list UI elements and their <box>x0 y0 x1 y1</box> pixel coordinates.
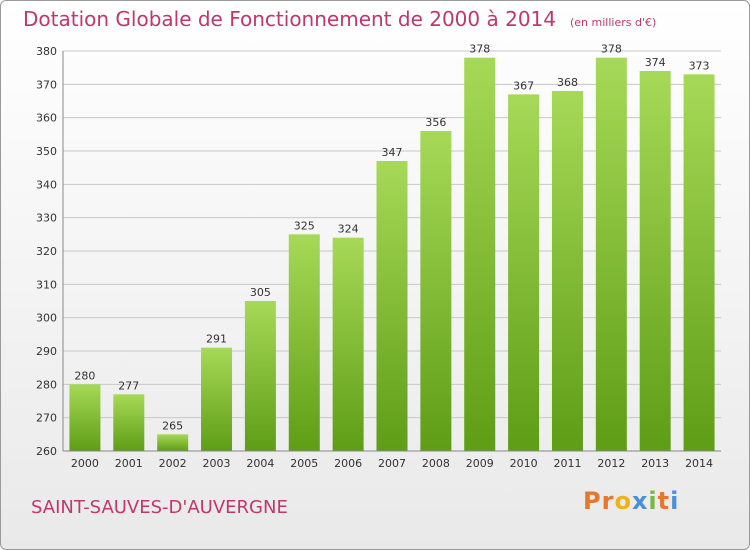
bar-2010 <box>508 94 540 451</box>
data-label: 367 <box>513 79 534 92</box>
bar-2002 <box>157 434 189 451</box>
bar-2005 <box>288 234 320 451</box>
x-tick-labels: 2000 2001 2002 2003 2004 2005 2006 2007 2008 2009… <box>71 457 713 470</box>
bar-2014 <box>683 74 715 451</box>
data-label: 368 <box>557 76 578 89</box>
data-label: 265 <box>162 419 183 432</box>
bar-2008 <box>420 131 452 451</box>
title-text: Dotation Globale de Fonctionnement de 20… <box>23 7 556 31</box>
x-tick-label: 2010 <box>510 457 538 470</box>
x-tick-label: 2002 <box>159 457 187 470</box>
unit-label: (en milliers d'€) <box>570 16 657 29</box>
x-tick-label: 2000 <box>71 457 99 470</box>
bar-2003 <box>201 347 233 451</box>
logo-letter: x <box>631 487 649 515</box>
data-label: 374 <box>645 56 666 69</box>
logo-letter: t <box>657 487 671 515</box>
bar-2000 <box>69 384 101 451</box>
x-tick-label: 2007 <box>378 457 406 470</box>
data-label: 291 <box>206 333 227 346</box>
y-tick-label: 270 <box>36 412 57 425</box>
bar-2007 <box>376 161 408 451</box>
y-tick-label: 330 <box>36 212 57 225</box>
y-tick-label: 380 <box>36 45 57 58</box>
y-tick-label: 320 <box>36 245 57 258</box>
logo-letter: i <box>670 487 680 515</box>
x-tick-label: 2014 <box>685 457 713 470</box>
data-label: 356 <box>425 116 446 129</box>
logo-letter: i <box>648 487 658 515</box>
bar-2006 <box>332 237 364 451</box>
axes <box>62 51 721 452</box>
bar-2001 <box>113 394 145 451</box>
place-name: SAINT-SAUVES-D'AUVERGNE <box>31 497 288 518</box>
logo-letter: o <box>614 487 632 515</box>
data-label: 277 <box>118 379 139 392</box>
x-tick-label: 2009 <box>466 457 494 470</box>
data-label: 280 <box>74 369 95 382</box>
y-tick-label: 340 <box>36 178 57 191</box>
y-tick-labels: 260 270 280 290 300 310 320 330 340 350 360 370 380 <box>36 45 57 458</box>
proxiti-logo: Proxiti <box>583 487 679 515</box>
y-tick-label: 310 <box>36 278 57 291</box>
data-label: 347 <box>382 146 403 159</box>
y-tick-label: 260 <box>36 445 57 458</box>
bar-2009 <box>464 57 496 452</box>
x-tick-label: 2003 <box>203 457 231 470</box>
chart-title: Dotation Globale de Fonctionnement de 20… <box>23 7 656 31</box>
x-tick-label: 2001 <box>115 457 143 470</box>
x-tick-label: 2013 <box>641 457 669 470</box>
y-tick-label: 290 <box>36 345 57 358</box>
logo-letter: r <box>601 487 615 515</box>
y-tick-label: 360 <box>36 112 57 125</box>
data-label: 305 <box>250 286 271 299</box>
data-label: 373 <box>689 59 710 72</box>
y-tick-label: 300 <box>36 312 57 325</box>
data-labels: 280 277 265 291 305 325 324 347 356 378 367 368 378 3… <box>74 43 709 433</box>
y-tick-label: 350 <box>36 145 57 158</box>
logo-letter: P <box>583 487 602 515</box>
bar-2004 <box>244 301 276 451</box>
bars <box>69 57 715 452</box>
data-label: 378 <box>469 43 490 56</box>
x-tick-label: 2005 <box>290 457 318 470</box>
bar-2011 <box>551 91 583 451</box>
x-tick-label: 2012 <box>597 457 625 470</box>
bar-2013 <box>639 71 671 451</box>
y-tick-label: 280 <box>36 378 57 391</box>
data-label: 324 <box>338 223 359 236</box>
y-tick-label: 370 <box>36 78 57 91</box>
x-tick-label: 2008 <box>422 457 450 470</box>
data-label: 325 <box>294 219 315 232</box>
x-tick-label: 2006 <box>334 457 362 470</box>
x-tick-label: 2011 <box>553 457 581 470</box>
data-label: 378 <box>601 43 622 56</box>
bar-2012 <box>595 57 627 452</box>
x-tick-label: 2004 <box>246 457 274 470</box>
